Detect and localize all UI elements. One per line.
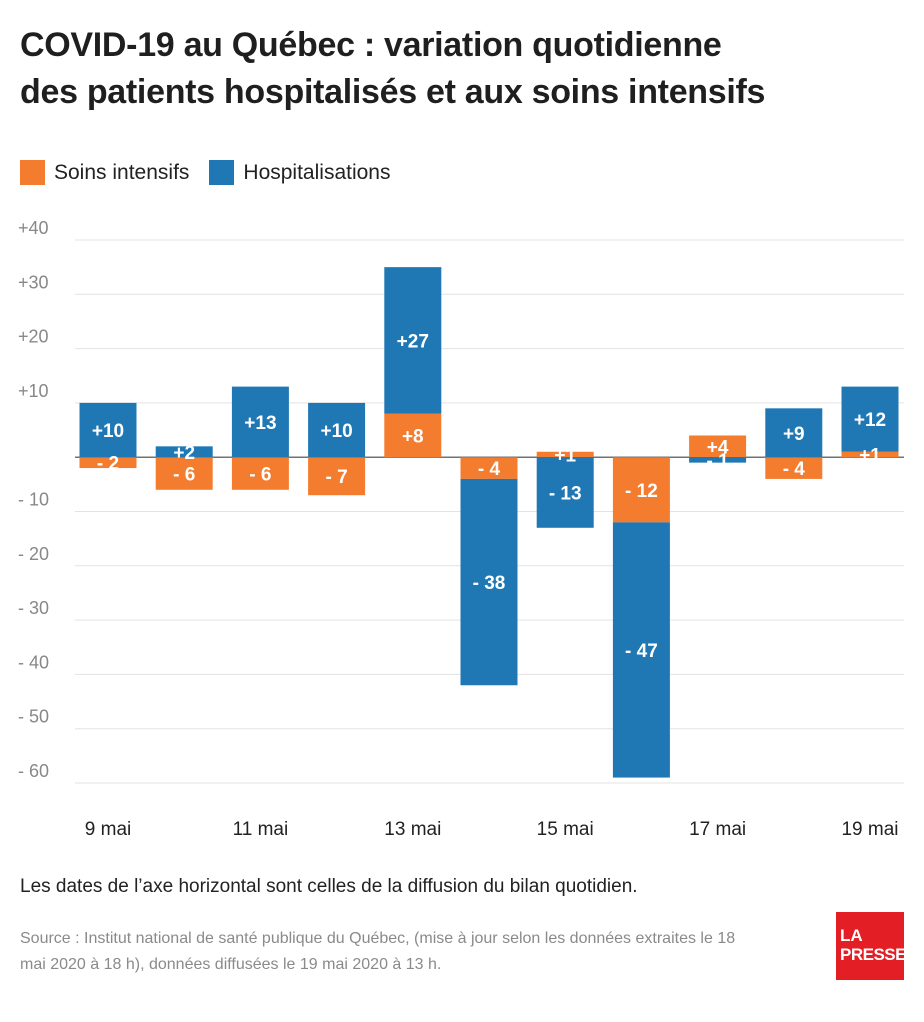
bar-soins-intensifs [460, 457, 518, 479]
bar-soins-intensifs [79, 457, 137, 469]
la-presse-logo: LA PRESSE [836, 912, 906, 980]
y-tick-label: - 20 [18, 544, 49, 564]
x-tick-label: 13 mai [384, 819, 441, 840]
data-label-soins-intensifs: - 6 [249, 464, 271, 485]
source-line-2: mai 2020 à 18 h), données diffusées le 1… [20, 956, 442, 973]
legend-label-soins-intensifs: Soins intensifs [54, 160, 190, 184]
x-tick-label: 15 mai [537, 819, 594, 840]
source-note: Source : Institut national de santé publ… [20, 926, 830, 978]
bar-hospitalisations [460, 478, 518, 686]
footnote: Les dates de l’axe horizontal sont celle… [20, 876, 638, 897]
data-label-soins-intensifs: - 4 [478, 459, 501, 480]
bar-soins-intensifs [689, 435, 747, 458]
data-label-hospitalisations: +10 [92, 421, 124, 442]
data-label-soins-intensifs: - 7 [326, 467, 348, 488]
legend: Soins intensifs Hospitalisations [20, 160, 410, 185]
data-label-hospitalisations: - 38 [473, 573, 506, 594]
x-tick-label: 9 mai [85, 819, 131, 840]
bar-hospitalisations [155, 446, 213, 458]
data-label-soins-intensifs: - 2 [97, 454, 119, 475]
bar-soins-intensifs [384, 413, 442, 458]
x-tick-label: 19 mai [841, 819, 898, 840]
y-tick-label: +30 [18, 272, 49, 292]
legend-swatch-hospitalisations [209, 160, 235, 185]
chart-title: COVID-19 au Québec : variation quotidien… [20, 22, 900, 116]
data-label-hospitalisations: +9 [783, 424, 805, 445]
data-label-hospitalisations: +10 [320, 421, 352, 442]
bar-hospitalisations [231, 386, 289, 458]
bar-hospitalisations [79, 402, 137, 458]
bar-soins-intensifs [765, 457, 823, 479]
bar-soins-intensifs [841, 451, 899, 458]
legend-swatch-soins-intensifs [20, 160, 45, 185]
data-label-soins-intensifs: +1 [859, 445, 881, 466]
data-label-hospitalisations: - 1 [707, 451, 730, 472]
bar-hospitalisations [384, 267, 442, 414]
y-tick-label: - 10 [18, 490, 49, 510]
bar-hospitalisations [612, 522, 670, 778]
bar-chart: +40 +30 +20 +10 - 10 - 20 - 30 - 40 - 50 - 60 - 2 +… [18, 220, 904, 840]
data-label-hospitalisations: +12 [854, 410, 886, 431]
data-label-soins-intensifs: - 4 [783, 459, 806, 480]
bar-soins-intensifs [536, 451, 594, 458]
data-label-hospitalisations: - 47 [625, 641, 658, 662]
data-label-hospitalisations: +2 [173, 443, 195, 464]
y-tick-label: - 30 [18, 598, 49, 618]
bar-soins-intensifs [612, 457, 670, 523]
y-tick-label: +40 [18, 220, 49, 238]
data-label-hospitalisations: - 13 [549, 483, 582, 504]
data-label-soins-intensifs: - 6 [173, 464, 195, 485]
title-line-1: COVID-19 au Québec : variation quotidien… [20, 26, 722, 64]
bar-hospitalisations [765, 408, 823, 458]
bar-hospitalisations [841, 386, 899, 452]
data-label-soins-intensifs: +1 [554, 445, 576, 466]
logo-line-2: PRESSE [840, 945, 906, 964]
bar-hospitalisations [689, 457, 747, 463]
title-line-2: des patients hospitalisés et aux soins i… [20, 73, 766, 111]
data-label-soins-intensifs: - 12 [625, 481, 658, 502]
y-tick-label: - 50 [18, 707, 49, 727]
y-tick-label: +10 [18, 381, 49, 401]
data-label-hospitalisations: +13 [244, 413, 276, 434]
y-tick-label: - 60 [18, 761, 49, 781]
bar-soins-intensifs [231, 457, 289, 490]
data-label-soins-intensifs: +8 [402, 426, 424, 447]
source-line-1: Source : Institut national de santé publ… [20, 930, 736, 947]
bar-soins-intensifs [155, 457, 213, 490]
legend-item-soins-intensifs: Soins intensifs [20, 160, 189, 185]
data-label-soins-intensifs: +4 [707, 437, 729, 458]
y-tick-label: +20 [18, 327, 49, 347]
y-tick-label: - 40 [18, 652, 49, 672]
bar-hospitalisations [536, 457, 594, 528]
x-tick-label: 17 mai [689, 819, 746, 840]
legend-label-hospitalisations: Hospitalisations [243, 160, 391, 184]
data-label-hospitalisations: +27 [397, 331, 429, 352]
bar-hospitalisations [308, 402, 366, 458]
bar-soins-intensifs [308, 457, 366, 496]
legend-item-hospitalisations: Hospitalisations [209, 160, 390, 185]
logo-line-1: LA [840, 926, 863, 945]
x-tick-label: 11 mai [233, 819, 289, 840]
